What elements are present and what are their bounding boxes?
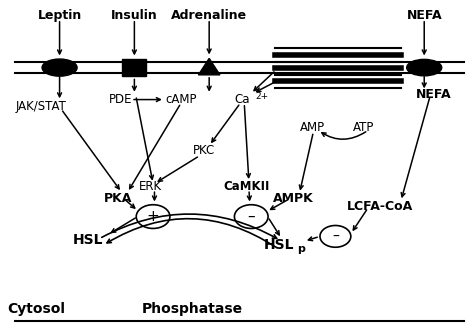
Ellipse shape: [42, 59, 77, 76]
Text: ATP: ATP: [353, 121, 374, 134]
Text: AMP: AMP: [300, 121, 325, 134]
Text: –: –: [247, 209, 255, 224]
Text: NEFA: NEFA: [416, 88, 451, 101]
Polygon shape: [199, 58, 220, 75]
Text: LCFA-CoA: LCFA-CoA: [346, 200, 413, 213]
Text: CaMKII: CaMKII: [223, 180, 270, 193]
Text: HSL: HSL: [73, 233, 103, 247]
Text: –: –: [332, 229, 339, 243]
Text: p: p: [297, 244, 305, 254]
Bar: [122, 59, 146, 76]
Text: PKC: PKC: [193, 144, 216, 157]
Text: Leptin: Leptin: [37, 9, 82, 22]
Text: Adrenaline: Adrenaline: [171, 9, 247, 22]
Text: ERK: ERK: [139, 180, 162, 193]
Text: PKA: PKA: [104, 192, 132, 205]
Text: cAMP: cAMP: [165, 93, 197, 106]
Text: Ca: Ca: [234, 93, 250, 106]
Text: 2+: 2+: [255, 92, 268, 101]
Ellipse shape: [407, 59, 442, 76]
Text: Insulin: Insulin: [111, 9, 158, 22]
Text: AMPK: AMPK: [273, 192, 314, 205]
Text: HSL: HSL: [264, 238, 294, 252]
Text: NEFA: NEFA: [406, 9, 442, 22]
Text: Cytosol: Cytosol: [7, 302, 65, 316]
Text: PDE: PDE: [109, 93, 132, 106]
Text: +: +: [146, 209, 159, 224]
Text: JAK/STAT: JAK/STAT: [16, 100, 66, 113]
Text: Phosphatase: Phosphatase: [142, 302, 243, 316]
